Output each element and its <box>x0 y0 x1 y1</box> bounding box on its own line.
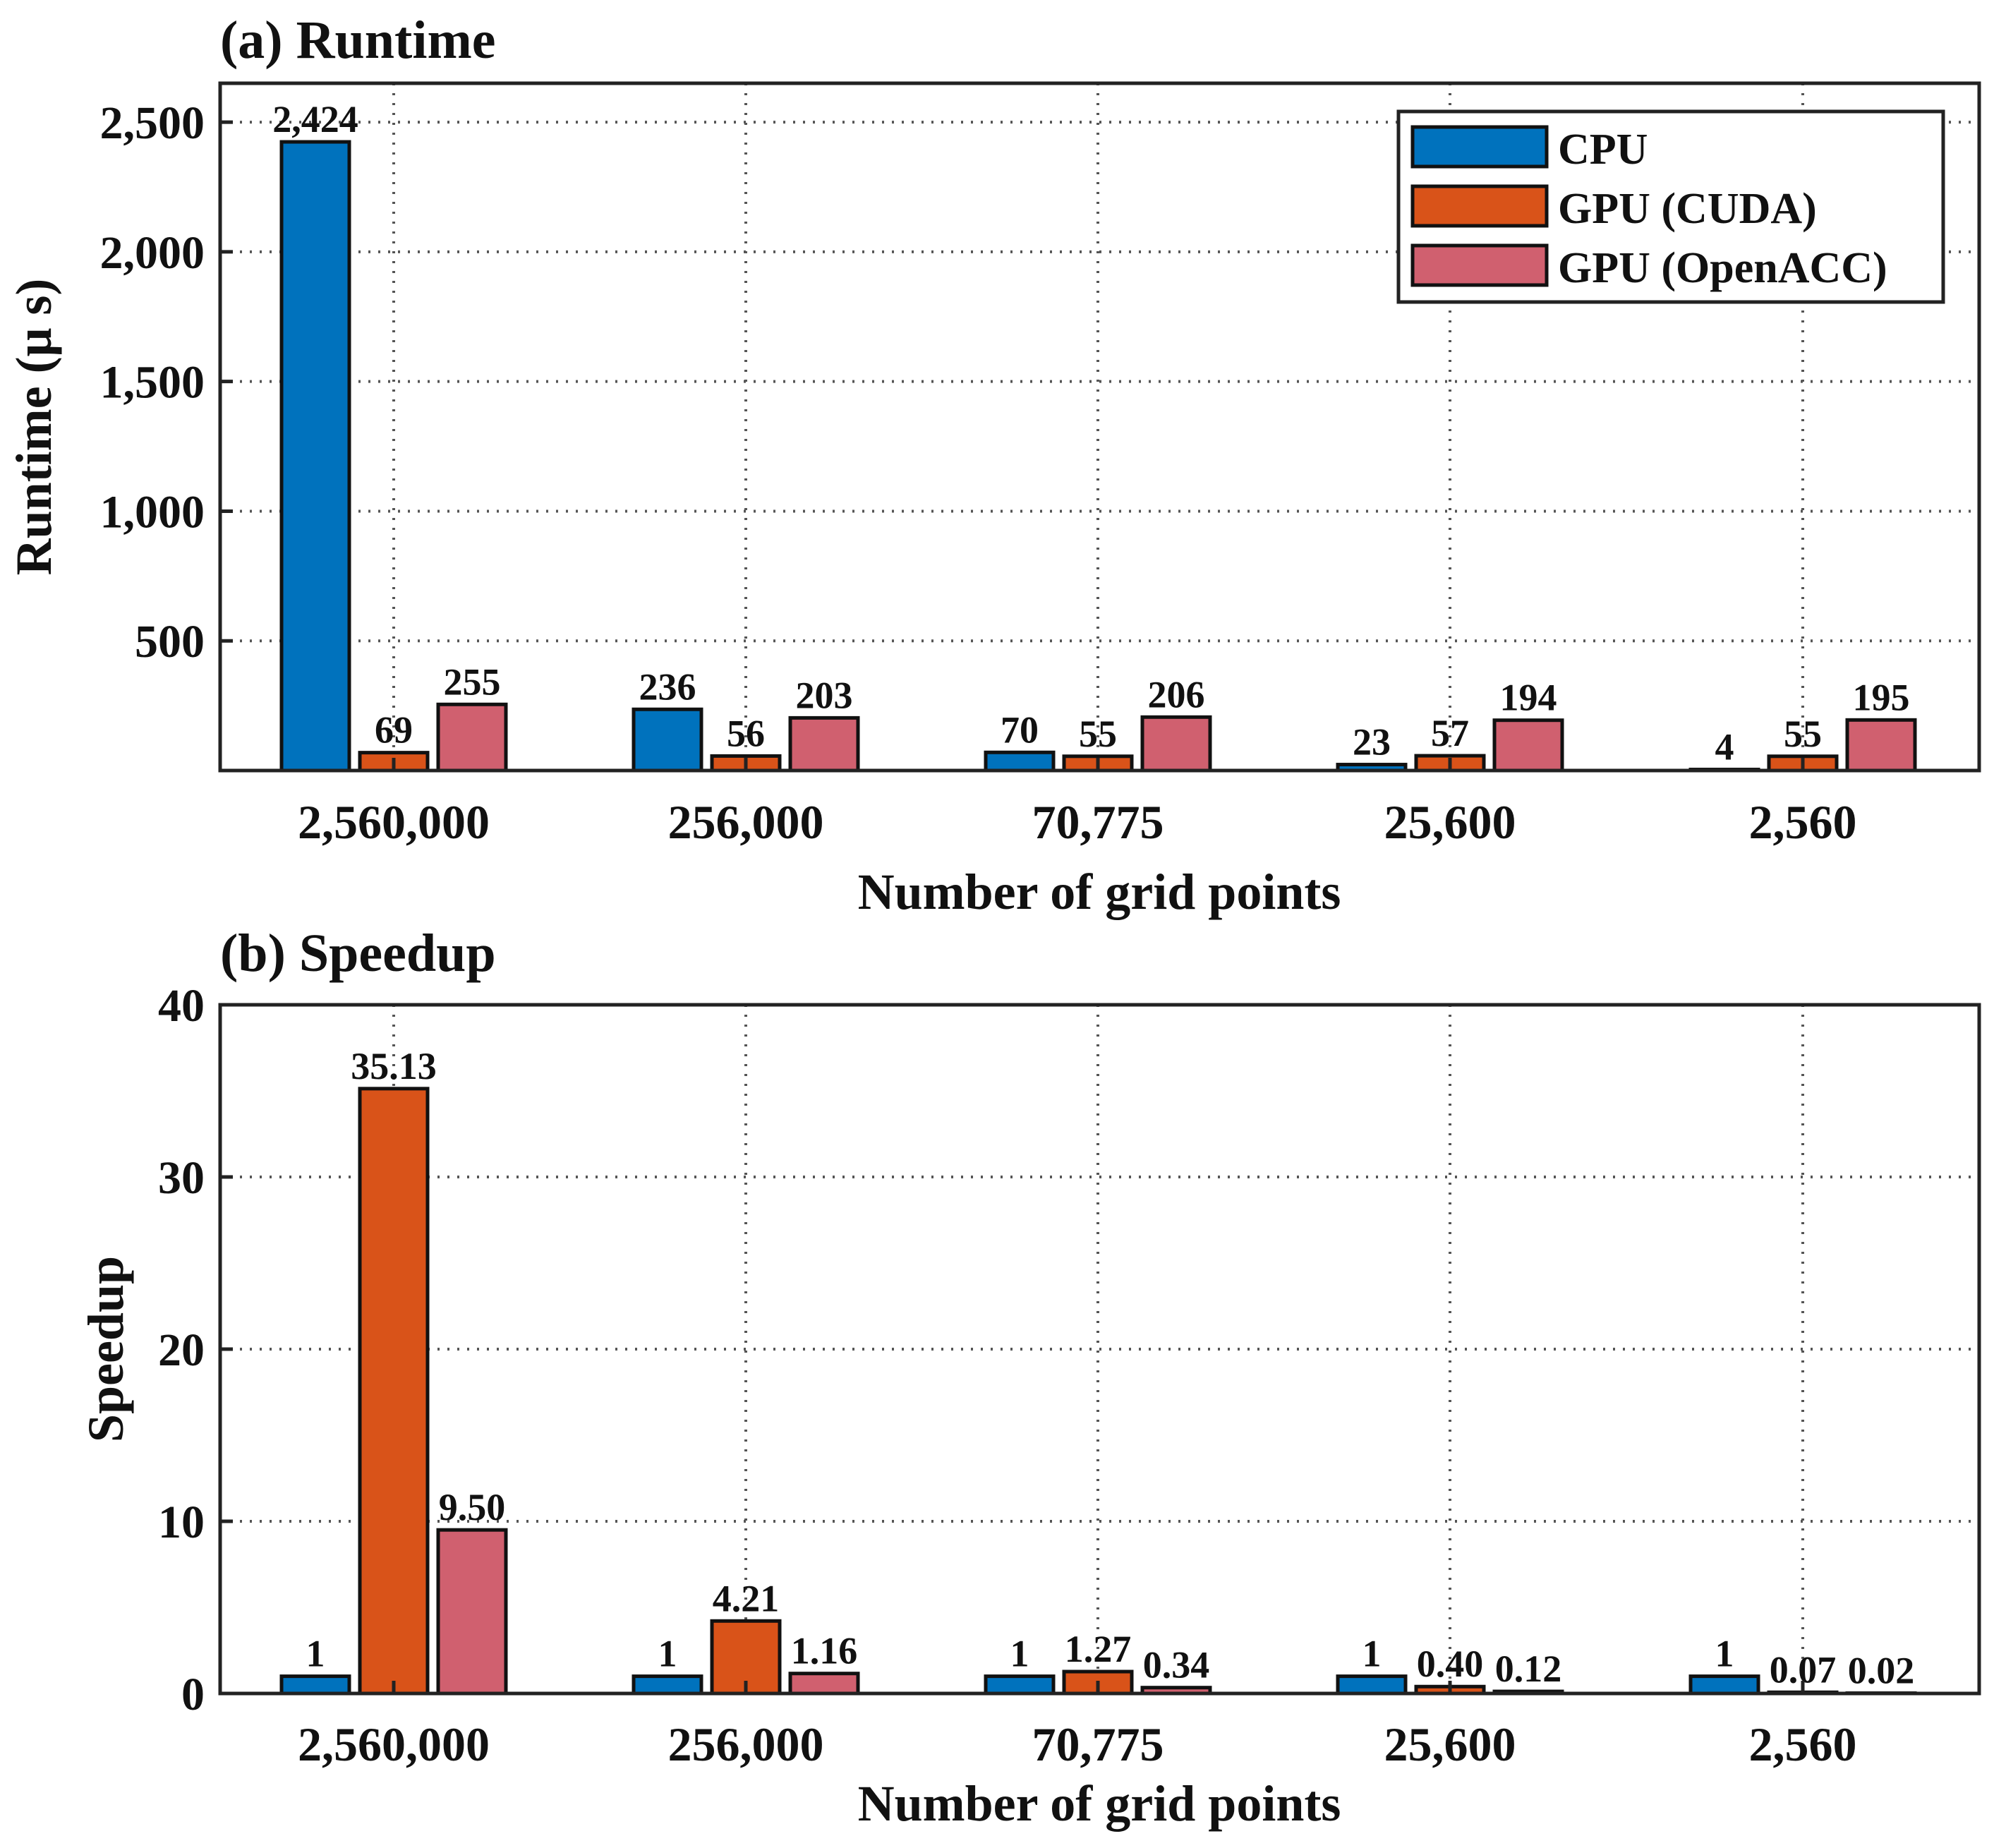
runtime-bar-cpu-70-775 <box>984 750 1056 773</box>
runtime-bar-gpu-openacc-2-560 <box>1845 718 1917 773</box>
runtime-y-axis-title: Runtime (μ s) <box>6 279 62 576</box>
runtime-data-label-gpu-openacc-2-560: 195 <box>1853 676 1910 718</box>
legend-label-gpu-cuda: GPU (CUDA) <box>1558 185 1817 233</box>
speedup-data-label-gpu-cuda-2-560-000: 35.13 <box>351 1045 437 1087</box>
runtime-data-label-gpu-openacc-70-775: 206 <box>1148 673 1205 715</box>
speedup-data-label-cpu-2-560: 1 <box>1715 1633 1734 1675</box>
runtime-data-label-gpu-openacc-2-560-000: 255 <box>444 660 501 703</box>
speedup-x-tick-label-2-560: 2,560 <box>1749 1717 1857 1771</box>
speedup-chart: (b) Speedup 1 1 1 1 135.134.211.27 0.40 0.079.… <box>78 924 1981 1832</box>
runtime-data-label-gpu-cuda-2-560-000: 69 <box>375 709 413 751</box>
legend-swatch-cpu <box>1410 125 1549 169</box>
runtime-data-label-cpu-25-600: 23 <box>1353 721 1391 763</box>
runtime-data-label-gpu-cuda-70-775: 55 <box>1079 713 1117 755</box>
speedup-data-label-cpu-256-000: 1 <box>658 1633 677 1675</box>
speedup-bars <box>279 1087 1917 1696</box>
speedup-bar-cpu-256-000 <box>632 1674 703 1696</box>
speedup-data-label-cpu-2-560-000: 1 <box>306 1633 325 1675</box>
runtime-x-tick-label-256-000: 256,000 <box>668 795 824 849</box>
runtime-data-label-cpu-2-560: 4 <box>1715 726 1734 768</box>
legend-label-cpu: CPU <box>1558 126 1648 174</box>
speedup-y-tick-label: 40 <box>158 980 205 1032</box>
runtime-chart-title: (a) Runtime <box>220 11 496 70</box>
runtime-y-tick-label: 2,500 <box>100 97 205 149</box>
runtime-data-label-cpu-2-560-000: 2,424 <box>272 98 358 140</box>
runtime-bar-cpu-256-000 <box>632 707 703 773</box>
runtime-data-label-cpu-70-775: 70 <box>1001 708 1039 751</box>
runtime-data-label-cpu-256-000: 236 <box>639 665 696 708</box>
speedup-data-label-gpu-cuda-70-775: 1.27 <box>1065 1628 1132 1670</box>
speedup-y-tick-label: 30 <box>158 1152 205 1204</box>
speedup-y-tick-label: 10 <box>158 1497 205 1548</box>
runtime-data-label-gpu-openacc-256-000: 203 <box>796 674 853 716</box>
legend-swatch-gpu-cuda <box>1410 184 1549 228</box>
runtime-data-label-gpu-cuda-256-000: 56 <box>727 712 765 754</box>
speedup-x-tick-label-25-600: 25,600 <box>1384 1717 1516 1771</box>
speedup-data-labels: 1 1 1 1 135.134.211.27 0.40 0.079.501.16 0.34 0.… <box>306 1045 1915 1692</box>
runtime-x-axis-title: Number of grid points <box>858 864 1341 920</box>
runtime-y-tick-label: 2,000 <box>100 227 205 279</box>
speedup-bar-cpu-2-560-000 <box>279 1674 351 1696</box>
runtime-bar-gpu-openacc-256-000 <box>788 715 860 773</box>
speedup-data-label-cpu-70-775: 1 <box>1010 1633 1029 1675</box>
runtime-data-label-gpu-cuda-2-560: 55 <box>1784 713 1822 755</box>
runtime-bar-gpu-openacc-25-600 <box>1492 718 1564 773</box>
speedup-data-label-gpu-openacc-2-560-000: 9.50 <box>439 1486 506 1528</box>
runtime-data-label-gpu-openacc-25-600: 194 <box>1500 677 1557 719</box>
legend-label-gpu-openacc: GPU (OpenACC) <box>1558 244 1887 292</box>
runtime-x-tick-label-2-560-000: 2,560,000 <box>298 795 490 849</box>
speedup-x-ticks: 2,560,000 256,000 70,775 25,600 2,560 <box>298 1681 1857 1771</box>
speedup-bar-gpu-openacc-256-000 <box>788 1672 860 1696</box>
runtime-x-tick-label-70-775: 70,775 <box>1032 795 1164 849</box>
speedup-data-label-cpu-25-600: 1 <box>1362 1633 1382 1675</box>
runtime-grid <box>220 83 1979 771</box>
runtime-bar-gpu-openacc-70-775 <box>1140 715 1212 773</box>
runtime-legend: CPU GPU (CUDA) GPU (OpenACC) <box>1396 109 1945 304</box>
runtime-data-label-gpu-cuda-25-600: 57 <box>1431 712 1469 754</box>
speedup-data-label-gpu-openacc-256-000: 1.16 <box>791 1630 858 1672</box>
runtime-x-tick-label-2-560: 2,560 <box>1749 795 1857 849</box>
speedup-y-tick-label: 0 <box>181 1669 205 1720</box>
speedup-bar-cpu-25-600 <box>1336 1674 1408 1696</box>
speedup-x-tick-label-256-000: 256,000 <box>668 1717 824 1771</box>
speedup-x-axis-title: Number of grid points <box>858 1775 1341 1832</box>
runtime-x-ticks: 2,560,000 256,000 70,775 25,600 2,560 <box>298 758 1857 849</box>
speedup-bar-gpu-cuda-2-560-000 <box>358 1087 430 1696</box>
runtime-chart: (a) Runtime 2,424 236 70 23 4 69 56 55 57 55 255 20… <box>6 11 1981 920</box>
speedup-x-tick-label-2-560-000: 2,560,000 <box>298 1717 490 1771</box>
speedup-y-ticks: 0 10 20 30 40 <box>158 980 233 1720</box>
speedup-bar-gpu-openacc-2-560-000 <box>436 1528 508 1696</box>
speedup-y-axis-title: Speedup <box>78 1256 134 1442</box>
runtime-y-tick-label: 1,500 <box>100 357 205 409</box>
speedup-y-tick-label: 20 <box>158 1324 205 1376</box>
speedup-data-label-gpu-openacc-25-600: 0.12 <box>1495 1648 1562 1690</box>
speedup-data-label-gpu-cuda-256-000: 4.21 <box>713 1577 780 1619</box>
speedup-chart-title: (b) Speedup <box>220 924 496 983</box>
runtime-data-labels: 2,424 236 70 23 4 69 56 55 57 55 255 203 206 194 195 <box>272 98 1909 768</box>
runtime-y-tick-label: 1,000 <box>100 486 205 538</box>
runtime-y-ticks: 500 1,000 1,500 2,000 2,500 <box>100 97 233 668</box>
speedup-bar-cpu-2-560 <box>1688 1674 1760 1696</box>
speedup-data-label-gpu-openacc-70-775: 0.34 <box>1143 1644 1210 1686</box>
speedup-data-label-gpu-cuda-25-600: 0.40 <box>1417 1643 1484 1685</box>
legend-swatch-gpu-openacc <box>1410 243 1549 287</box>
runtime-y-tick-label: 500 <box>135 616 205 668</box>
runtime-x-tick-label-25-600: 25,600 <box>1384 795 1516 849</box>
speedup-data-label-gpu-openacc-2-560: 0.02 <box>1848 1650 1915 1692</box>
speedup-x-tick-label-70-775: 70,775 <box>1032 1717 1164 1771</box>
runtime-bar-gpu-openacc-2-560-000 <box>436 702 508 773</box>
speedup-bar-cpu-70-775 <box>984 1674 1056 1696</box>
runtime-bar-cpu-2-560-000 <box>279 140 351 773</box>
